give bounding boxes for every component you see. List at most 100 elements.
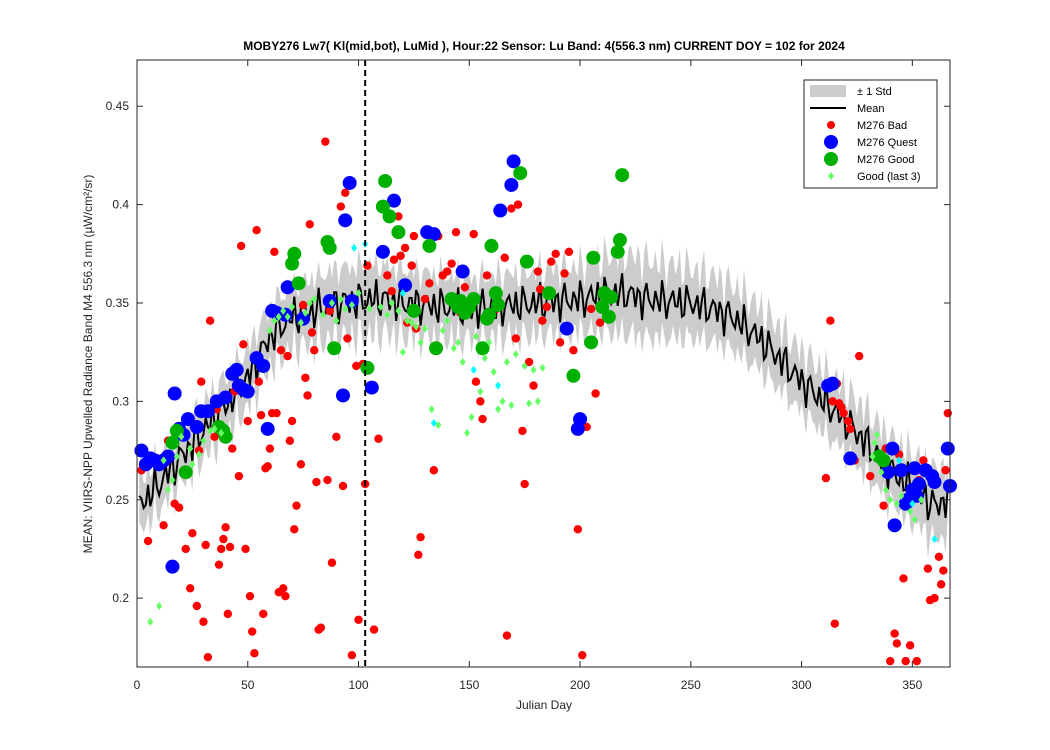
good-point xyxy=(475,341,490,356)
quest-point xyxy=(573,412,588,427)
y-tick-label: 0.4 xyxy=(112,198,129,212)
quest-point xyxy=(894,463,909,478)
bad-point xyxy=(890,629,899,638)
legend-label-bad: M276 Bad xyxy=(857,120,907,132)
good-point xyxy=(429,341,444,356)
last3-point xyxy=(512,350,519,359)
bad-point xyxy=(511,334,521,343)
good-point xyxy=(327,341,342,356)
last3-point xyxy=(450,344,457,353)
bad-point xyxy=(285,436,295,445)
bad-point xyxy=(578,650,587,660)
last3-point xyxy=(468,413,475,422)
bad-point xyxy=(901,656,910,666)
x-tick-label: 0 xyxy=(134,678,141,692)
bad-point xyxy=(374,434,383,443)
last3-point xyxy=(421,324,428,333)
bad-point xyxy=(507,204,516,213)
bad-point xyxy=(518,426,527,436)
quest-point xyxy=(218,390,233,405)
bad-point xyxy=(292,501,301,510)
legend-label-good: M276 Good xyxy=(857,154,914,166)
bad-point xyxy=(941,466,950,475)
last3-point xyxy=(178,432,185,441)
quest-point xyxy=(885,441,900,456)
bad-point xyxy=(188,529,197,538)
bad-point xyxy=(252,225,261,235)
last3-point xyxy=(384,310,391,319)
x-tick-label: 350 xyxy=(902,678,922,692)
last3-point xyxy=(472,332,479,341)
last3-point xyxy=(521,361,528,370)
bad-point xyxy=(447,259,456,268)
bad-point xyxy=(542,302,552,312)
bad-point xyxy=(425,279,434,288)
good-point xyxy=(586,250,601,265)
bad-point xyxy=(159,521,168,530)
last3-point xyxy=(898,491,905,500)
bad-point xyxy=(923,564,933,573)
bad-point xyxy=(586,304,596,314)
good-point xyxy=(466,292,481,307)
last3-point xyxy=(871,438,878,447)
bad-point xyxy=(369,625,379,634)
bad-point xyxy=(185,584,195,593)
bad-point xyxy=(420,294,430,304)
bad-point xyxy=(569,346,578,355)
last3-point xyxy=(156,602,163,611)
last3-point xyxy=(413,322,420,331)
last3-point xyxy=(271,316,278,325)
good-point xyxy=(584,335,599,350)
bad-point xyxy=(460,283,470,292)
last3-point xyxy=(439,326,446,335)
last3-point xyxy=(355,289,362,298)
bad-point xyxy=(265,444,275,453)
last3-point xyxy=(526,399,533,408)
bad-point xyxy=(500,253,509,262)
last3-point xyxy=(311,295,318,304)
bad-point xyxy=(387,286,396,296)
last3-point xyxy=(486,338,493,347)
x-tick-label: 50 xyxy=(241,678,255,692)
last3-point xyxy=(275,312,282,321)
bad-point xyxy=(228,444,237,453)
bad-point xyxy=(301,373,310,382)
last3-point xyxy=(348,300,355,309)
last3-point xyxy=(399,348,406,357)
bad-point xyxy=(143,536,153,546)
y-tick-label: 0.25 xyxy=(106,493,130,507)
last3-point xyxy=(534,397,541,406)
bad-point xyxy=(323,475,332,485)
quest-point xyxy=(200,404,215,419)
last3-point xyxy=(306,298,313,307)
bad-point xyxy=(429,466,439,475)
bad-point xyxy=(905,641,915,650)
last3-point xyxy=(918,495,925,504)
last3-point xyxy=(366,304,373,313)
bad-point xyxy=(241,544,250,554)
y-tick-label: 0.35 xyxy=(106,296,130,310)
good-point xyxy=(165,435,180,450)
y-axis-label: MEAN: VIIRS-NPP Upwelled Radiance Band M… xyxy=(81,175,95,554)
bad-point xyxy=(298,300,308,310)
last3-point xyxy=(931,535,938,544)
legend-swatch-bad xyxy=(827,121,835,129)
quest-point xyxy=(167,386,182,401)
bad-point xyxy=(400,243,410,253)
quest-point xyxy=(426,227,441,242)
bad-point xyxy=(221,523,230,532)
bad-point xyxy=(854,351,864,361)
bad-point xyxy=(866,471,875,481)
last3-point xyxy=(173,452,180,461)
quest-point xyxy=(843,451,858,466)
good-point xyxy=(375,199,390,214)
bad-point xyxy=(885,656,895,666)
bad-point xyxy=(934,552,944,562)
bad-point xyxy=(469,229,478,239)
last3-point xyxy=(477,387,484,396)
bad-point xyxy=(245,591,255,601)
good-point xyxy=(391,225,406,240)
bad-point xyxy=(219,534,228,544)
quest-point xyxy=(911,477,926,492)
last3-point xyxy=(430,419,437,428)
